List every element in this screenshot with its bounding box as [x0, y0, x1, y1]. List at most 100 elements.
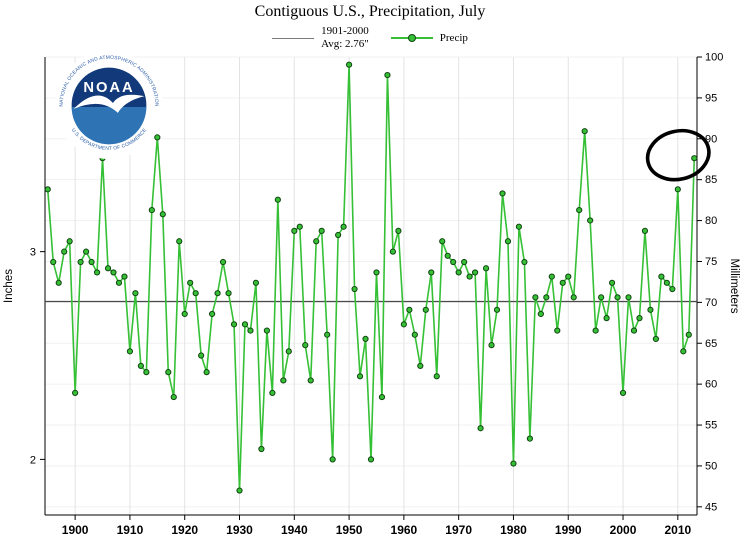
data-point-marker — [126, 348, 134, 355]
data-point-marker — [439, 238, 446, 245]
noaa-wordmark: NOAA — [83, 80, 134, 96]
data-point-marker — [302, 342, 309, 349]
data-point-marker — [269, 389, 276, 397]
x-tick-label: 1990 — [555, 523, 582, 537]
noaa-logo: NATIONAL OCEANIC AND ATMOSPHERIC ADMINIS… — [54, 50, 164, 160]
data-point-marker — [44, 186, 51, 193]
data-point-marker — [351, 285, 358, 293]
data-point-marker — [630, 327, 638, 334]
data-point-marker — [576, 207, 583, 214]
average-label-line1: 1901-2000 — [321, 25, 369, 37]
right-tick-label: 75 — [705, 256, 717, 268]
data-point-marker — [115, 279, 123, 286]
data-point-marker — [384, 71, 391, 79]
data-point-marker — [433, 373, 440, 380]
data-point-markers — [44, 61, 698, 494]
data-point-marker — [608, 279, 616, 286]
data-point-marker — [121, 273, 128, 280]
right-tick-label: 95 — [705, 92, 717, 104]
data-point-marker — [373, 269, 380, 276]
right-tick-label: 85 — [705, 174, 717, 186]
data-point-marker — [614, 294, 621, 301]
data-point-marker — [258, 445, 265, 453]
data-point-marker — [482, 265, 490, 272]
data-point-marker — [225, 290, 232, 297]
data-point-marker — [417, 362, 424, 370]
data-point-marker — [274, 196, 281, 203]
data-point-marker — [592, 327, 599, 334]
data-point-marker — [263, 327, 270, 334]
right-tick-label: 65 — [705, 338, 717, 350]
data-point-marker — [345, 61, 353, 68]
data-point-marker — [154, 134, 161, 141]
data-point-marker — [422, 306, 429, 313]
data-point-marker — [543, 294, 550, 301]
data-point-marker — [367, 456, 375, 463]
data-point-marker — [499, 190, 506, 197]
data-point-marker — [466, 273, 473, 280]
right-tick-label: 50 — [705, 460, 717, 472]
data-point-marker — [247, 327, 254, 334]
data-point-marker — [625, 294, 632, 301]
right-tick-label: 100 — [705, 52, 723, 64]
data-point-marker — [389, 248, 397, 255]
data-point-marker — [77, 258, 84, 266]
right-tick-label: 80 — [705, 215, 717, 227]
data-point-marker — [198, 352, 205, 359]
data-point-marker — [603, 315, 610, 322]
data-point-marker — [209, 310, 216, 318]
data-point-marker — [296, 223, 303, 230]
left-tick-label: 2 — [30, 454, 36, 466]
data-point-marker — [236, 487, 243, 494]
data-point-marker — [691, 155, 698, 162]
data-point-marker — [50, 258, 57, 266]
x-tick-label: 2000 — [610, 523, 637, 537]
data-point-marker — [159, 211, 166, 218]
data-point-marker — [395, 227, 402, 234]
right-tick-label: 55 — [705, 420, 717, 432]
average-line-label: 1901-2000 Avg: 2.76" — [321, 25, 369, 51]
data-point-marker — [411, 331, 418, 338]
data-point-marker — [148, 207, 155, 214]
right-tick-label: 45 — [705, 501, 717, 513]
data-point-marker — [669, 285, 676, 293]
data-point-marker — [170, 393, 177, 401]
legend-item-average: 1901-2000 Avg: 2.76" — [272, 25, 369, 51]
data-point-marker — [82, 248, 90, 255]
data-point-marker — [340, 223, 347, 230]
data-point-marker — [461, 258, 468, 266]
data-point-marker — [619, 389, 627, 397]
noaa-emblem-ocean — [71, 106, 147, 145]
data-point-marker — [280, 377, 287, 384]
data-point-marker — [554, 327, 561, 334]
data-point-marker — [313, 238, 320, 245]
data-point-marker — [187, 279, 194, 286]
data-point-marker — [526, 435, 533, 442]
data-point-marker — [230, 321, 238, 328]
x-axis-labels: 1900 1910 1920 1930 1940 1950 1960 1970 1980 1990… — [62, 515, 691, 537]
data-point-marker — [488, 342, 495, 349]
precip-marker-dot-icon — [407, 34, 416, 43]
data-point-marker — [307, 377, 314, 384]
x-tick-label: 1900 — [62, 523, 89, 537]
data-point-marker — [219, 258, 227, 266]
data-point-marker — [324, 331, 331, 338]
precip-series-label: Precip — [439, 32, 468, 45]
data-point-marker — [88, 258, 95, 266]
data-point-marker — [55, 279, 62, 286]
data-point-marker — [252, 279, 260, 286]
data-point-marker — [378, 393, 386, 401]
data-point-marker — [510, 460, 517, 467]
data-point-marker — [335, 231, 342, 239]
precip-line-swatch — [390, 34, 433, 43]
data-point-marker — [192, 290, 199, 297]
gridlines — [45, 56, 697, 515]
data-point-marker — [641, 227, 649, 234]
data-point-marker — [685, 331, 692, 338]
data-point-marker — [455, 269, 462, 276]
data-point-marker — [203, 369, 210, 376]
x-tick-label: 1920 — [171, 523, 198, 537]
